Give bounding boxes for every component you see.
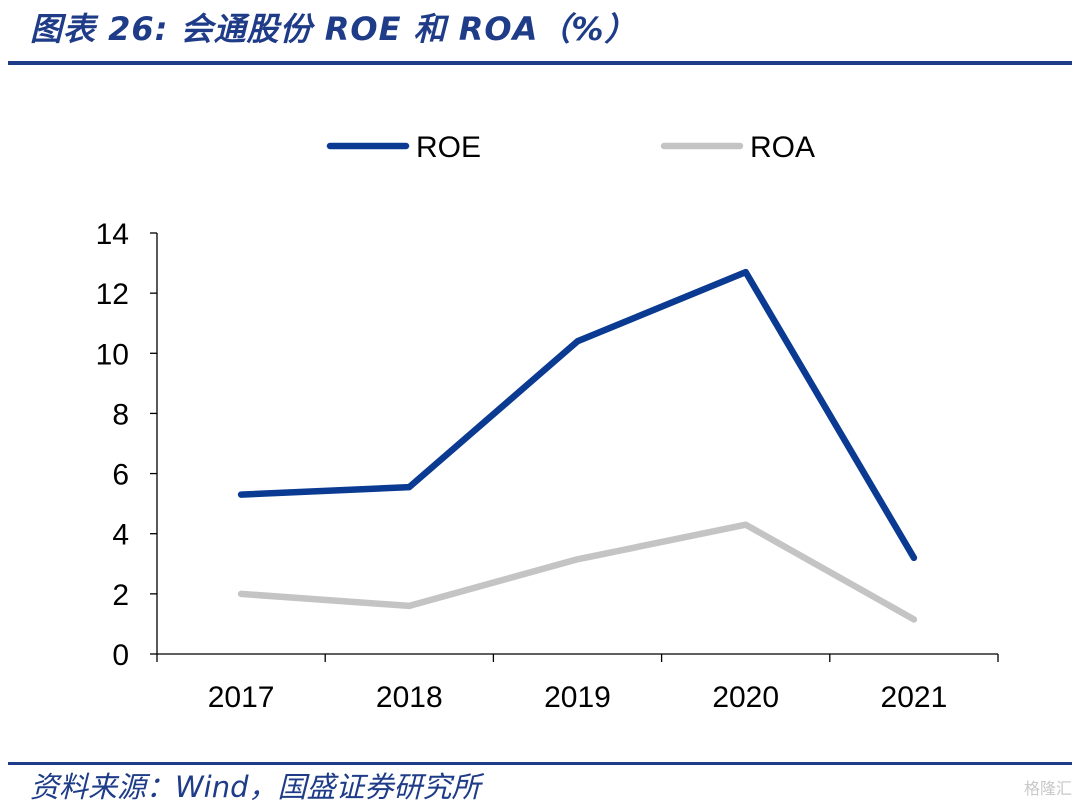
series-line-roa — [237, 521, 918, 623]
x-tick-label: 2018 — [376, 681, 443, 714]
source-divider — [8, 762, 1072, 765]
y-tick-label: 2 — [112, 579, 129, 612]
watermark-text: 格隆汇 — [1023, 779, 1072, 798]
chart-series — [237, 268, 918, 623]
title-divider — [8, 61, 1072, 65]
x-tick-label: 2021 — [881, 681, 948, 714]
y-tick-label: 14 — [96, 218, 129, 251]
x-tick-label: 2020 — [712, 681, 779, 714]
legend-label-roe: ROE — [416, 131, 481, 164]
series-line-roe — [237, 268, 918, 562]
x-tick-label: 2019 — [544, 681, 611, 714]
x-tick-label: 2017 — [208, 681, 275, 714]
y-tick-label: 6 — [112, 459, 129, 492]
y-tick-label: 10 — [96, 338, 129, 371]
chart-legend: ROE ROA — [326, 131, 815, 164]
source-note: 资料来源：Wind，国盛证券研究所 — [30, 770, 481, 804]
chart-axes: 0 2 4 6 8 10 12 14 2017 2018 2019 2020 2021 — [96, 218, 999, 714]
legend-label-roa: ROA — [750, 131, 815, 164]
y-tick-label: 12 — [96, 278, 129, 311]
figure-title: 图表 26: 会通股份 ROE 和 ROA（%） — [30, 10, 638, 48]
y-tick-label: 4 — [112, 519, 129, 552]
y-tick-label: 8 — [112, 398, 129, 431]
y-tick-label: 0 — [112, 639, 129, 672]
